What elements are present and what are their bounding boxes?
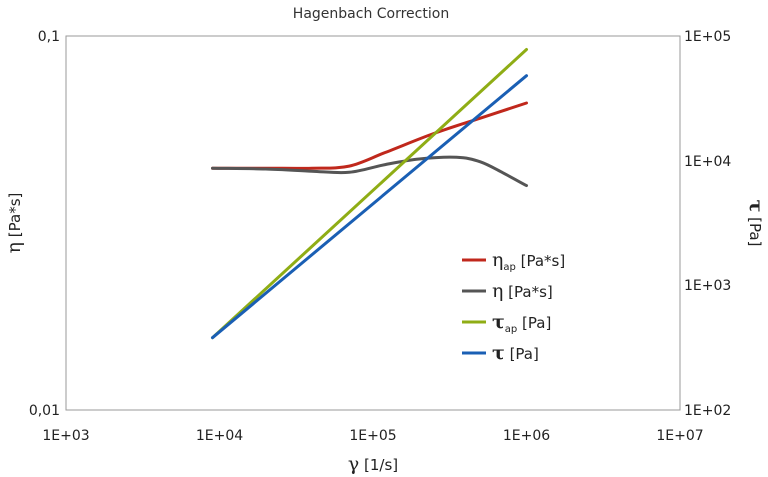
x-tick-label: 1E+04 — [196, 428, 243, 444]
y-right-tick-label: 1E+02 — [684, 403, 731, 419]
y-left-tick-label: 0,1 — [38, 29, 60, 45]
x-tick-label: 1E+07 — [656, 428, 703, 444]
legend-entry: ηap [Pa*s] — [462, 249, 565, 273]
x-axis-ticks: 1E+03 1E+04 1E+05 1E+06 1E+07 — [42, 428, 703, 444]
series-line-1 — [211, 155, 528, 188]
chart-title: Hagenbach Correction — [293, 6, 449, 22]
legend-entry: η [Pa*s] — [462, 280, 553, 302]
plot-area-frame — [65, 35, 681, 411]
x-tick-label: 1E+05 — [349, 428, 396, 444]
y-left-axis-label: η [Pa*s] — [3, 193, 25, 254]
y-left-axis-ticks: 0,01 0,1 — [29, 29, 60, 419]
legend-entry: τ [Pa] — [462, 342, 539, 364]
y-right-tick-label: 1E+03 — [684, 278, 731, 294]
series-line-0 — [211, 101, 528, 170]
series-layer — [211, 48, 528, 340]
x-axis-label: γ [1/s] — [348, 453, 398, 475]
legend-label: ηap [Pa*s] — [492, 249, 565, 273]
y-right-tick-label: 1E+05 — [684, 29, 731, 45]
series-line-3 — [211, 74, 528, 340]
y-right-axis-label: τ [Pa] — [745, 200, 767, 247]
y-right-tick-label: 1E+04 — [684, 154, 731, 170]
legend: ηap [Pa*s] η [Pa*s] τap [Pa] τ [Pa] — [462, 249, 565, 364]
legend-label: τ [Pa] — [492, 342, 539, 364]
x-tick-label: 1E+06 — [503, 428, 550, 444]
legend-label: η [Pa*s] — [492, 280, 553, 302]
legend-label: τap [Pa] — [492, 311, 551, 335]
y-left-tick-label: 0,01 — [29, 403, 60, 419]
x-tick-label: 1E+03 — [42, 428, 89, 444]
legend-entry: τap [Pa] — [462, 311, 551, 335]
y-right-axis-ticks: 1E+02 1E+03 1E+04 1E+05 — [684, 29, 731, 419]
series-line-2 — [211, 48, 528, 340]
